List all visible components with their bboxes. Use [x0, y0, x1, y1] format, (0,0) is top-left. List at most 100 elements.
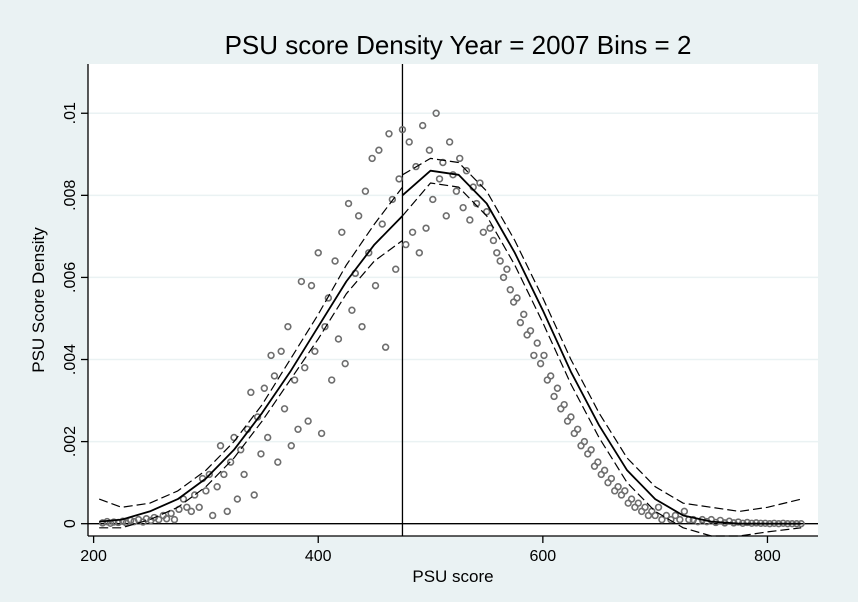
data-point	[334, 335, 343, 343]
data-point	[297, 277, 306, 286]
data-point	[263, 433, 272, 442]
data-point	[267, 351, 275, 360]
data-point	[662, 511, 671, 520]
data-point	[476, 179, 484, 187]
data-point	[553, 384, 562, 392]
data-point	[338, 228, 346, 236]
data-point	[277, 347, 285, 356]
data-point	[550, 392, 558, 401]
data-point	[422, 224, 430, 232]
data-point	[398, 125, 407, 134]
data-point	[452, 187, 461, 195]
data-point	[641, 503, 649, 511]
data-point	[493, 249, 501, 257]
data-point	[324, 294, 333, 302]
data-point	[304, 417, 312, 425]
plot-area	[88, 64, 818, 536]
data-point	[388, 195, 397, 204]
data-point	[415, 249, 424, 257]
y-tick-label: .01	[62, 102, 79, 124]
data-point	[233, 495, 242, 503]
data-point	[573, 425, 582, 433]
data-point	[667, 515, 675, 524]
data-point	[496, 257, 504, 265]
data-point	[294, 425, 302, 433]
data-point	[162, 515, 171, 523]
data-point	[459, 203, 467, 212]
data-point	[489, 236, 498, 245]
data-point	[257, 450, 265, 458]
data-point	[651, 511, 659, 520]
data-point	[368, 154, 376, 163]
data-point	[354, 212, 363, 220]
data-point	[658, 515, 666, 524]
data-point	[307, 281, 316, 290]
data-point	[205, 470, 213, 479]
data-point	[607, 474, 616, 483]
data-point	[155, 515, 163, 524]
data-point	[445, 138, 454, 146]
data-point	[654, 503, 663, 511]
data-point	[482, 208, 491, 216]
data-point	[395, 175, 403, 183]
grid-layer	[88, 112, 818, 443]
data-point	[321, 322, 329, 331]
ci-left-lower-line	[99, 240, 403, 529]
data-point	[250, 491, 258, 499]
data-point	[600, 466, 609, 475]
data-point	[587, 446, 595, 454]
data-point	[348, 306, 356, 314]
y-tick-label: .008	[62, 180, 79, 211]
data-point	[676, 515, 684, 524]
data-point	[567, 413, 575, 421]
x-axis-label: PSU score	[412, 567, 493, 586]
data-point	[516, 318, 525, 327]
data-point	[344, 199, 353, 208]
data-point	[536, 359, 545, 368]
y-axis-label: PSU Score Density	[29, 227, 48, 373]
data-point	[260, 384, 269, 392]
data-point	[385, 130, 393, 138]
y-tick-label: .004	[62, 344, 79, 375]
data-point	[314, 249, 322, 257]
ci-right-upper-line	[402, 157, 802, 512]
data-point	[247, 388, 255, 397]
data-point	[472, 199, 481, 208]
data-point	[381, 343, 390, 351]
data-point	[328, 376, 336, 384]
data-point	[680, 507, 689, 516]
data-point	[533, 339, 541, 347]
chart-title: PSU score Density Year = 2007 Bins = 2	[225, 30, 692, 60]
data-point	[274, 458, 282, 466]
data-point	[621, 487, 629, 495]
data-point	[627, 495, 636, 503]
data-point	[530, 351, 538, 360]
data-point	[331, 257, 339, 265]
data-point	[486, 224, 494, 232]
data-point	[170, 515, 179, 524]
data-point	[341, 359, 349, 368]
data-point	[402, 240, 410, 249]
data-point	[358, 322, 366, 331]
data-point	[237, 446, 245, 454]
data-point	[580, 437, 589, 446]
ci-left-upper-line	[98, 186, 403, 508]
data-point	[311, 347, 319, 356]
data-point	[317, 429, 326, 438]
data-point	[392, 265, 400, 273]
data-point	[540, 351, 548, 360]
data-point	[462, 167, 471, 175]
data-point	[378, 220, 386, 228]
data-point	[405, 138, 413, 146]
data-point	[412, 162, 420, 171]
data-point	[506, 286, 514, 294]
data-point	[284, 322, 292, 331]
data-point	[213, 483, 221, 491]
data-point	[98, 519, 107, 527]
data-point	[594, 458, 602, 466]
y-tick-label: .006	[62, 262, 79, 293]
data-point	[429, 195, 437, 204]
axes-layer: 200 400 600 800 0 .002 .004 .006 .008 .01	[62, 64, 818, 565]
data-point	[110, 518, 118, 526]
